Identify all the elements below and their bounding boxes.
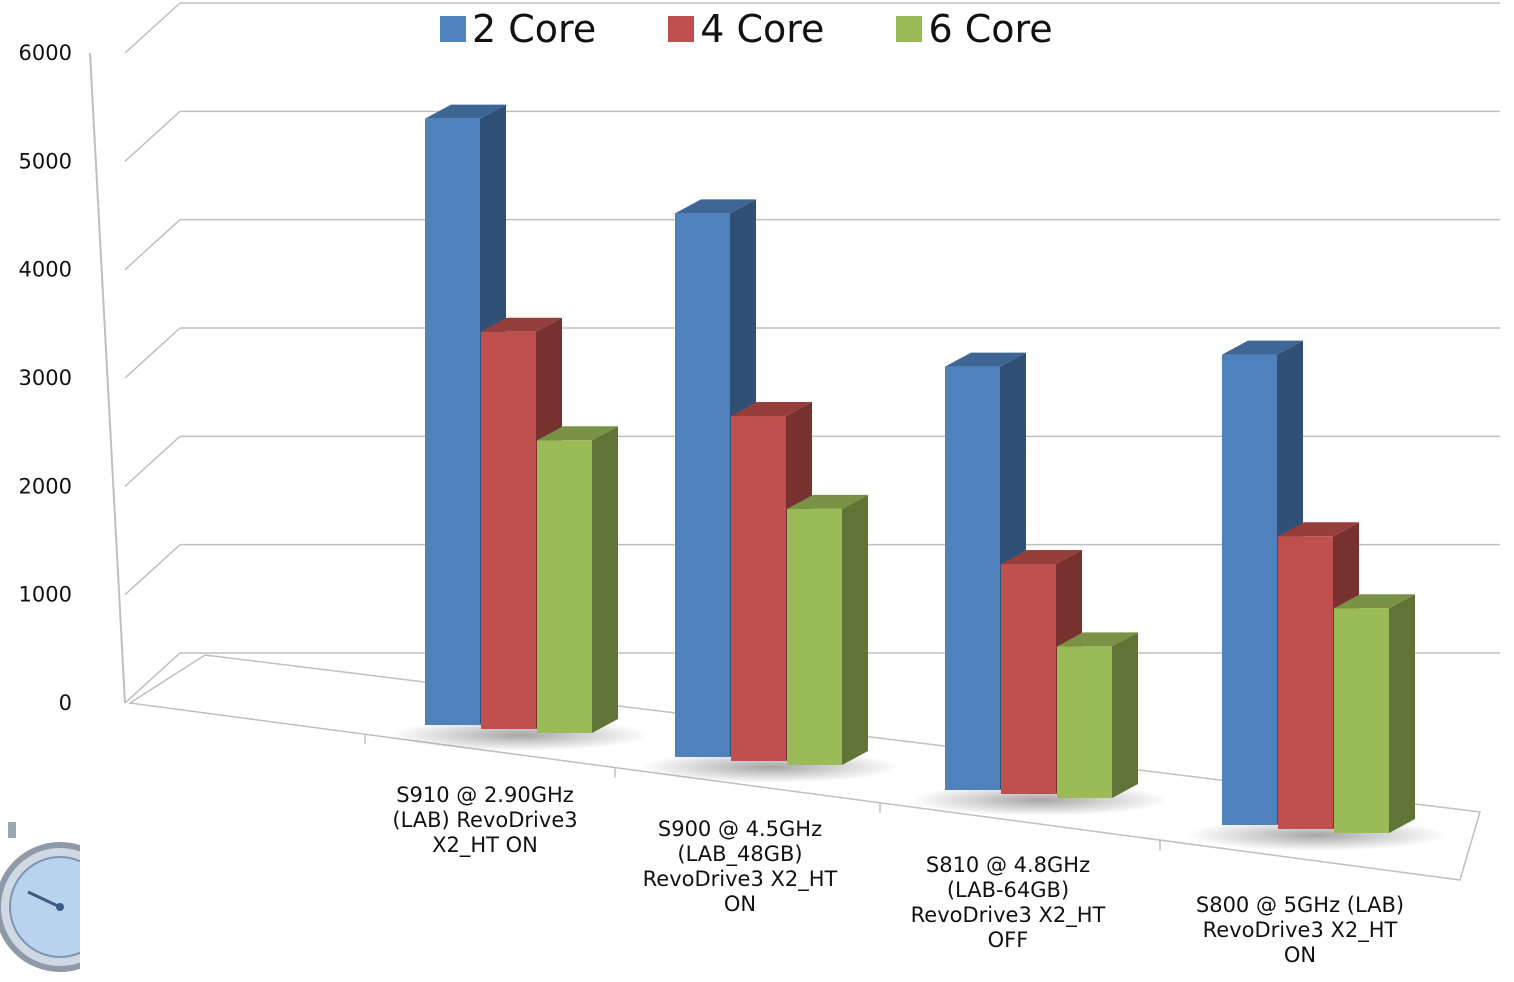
legend: 2 Core 4 Core 6 Core — [440, 4, 1053, 54]
legend-swatch — [668, 16, 695, 42]
bar-4-core — [1001, 550, 1082, 794]
bar-6-core — [1057, 632, 1138, 798]
bar-2-core — [675, 199, 756, 758]
bar-front — [1057, 646, 1112, 798]
bar-front — [675, 213, 730, 758]
bar-top — [675, 199, 756, 214]
gridline-side — [124, 219, 181, 271]
legend-item: 2 Core — [440, 7, 596, 51]
gridline-side — [124, 544, 181, 596]
bar-top — [1334, 594, 1415, 609]
gridline-side — [124, 652, 181, 704]
bar-top — [537, 426, 618, 441]
legend-swatch — [440, 16, 466, 42]
bar-front — [1334, 608, 1389, 833]
y-tick-labels: 0 1000 2000 3000 4000 5000 6000 — [19, 41, 72, 715]
legend-item: 6 Core — [896, 7, 1053, 51]
bar-top — [425, 104, 506, 119]
stopwatch-icon — [0, 822, 80, 972]
bar-front — [1222, 354, 1277, 825]
bar-front — [1001, 564, 1056, 794]
x-tick-label: S810 @ 4.8GHz (LAB-64GB) RevoDrive3 X2_HT O… — [910, 853, 1106, 952]
gridlines — [124, 2, 1500, 704]
bar-side — [1112, 632, 1138, 798]
bar-6-core — [537, 426, 618, 733]
y-tick-label: 2000 — [19, 474, 72, 498]
y-tick-label: 4000 — [19, 258, 72, 282]
legend-label: 6 Core — [928, 7, 1053, 51]
bar-top — [731, 402, 812, 417]
bar-side — [1389, 594, 1415, 833]
y-tick-label: 6000 — [19, 41, 72, 65]
bar-top — [1001, 550, 1082, 565]
bar-side — [592, 426, 618, 733]
bar-front — [425, 118, 480, 726]
bar-top — [1057, 632, 1138, 647]
bar-front — [481, 331, 536, 729]
legend-label: 4 Core — [700, 7, 825, 51]
legend-item: 4 Core — [668, 7, 824, 51]
y-tick-label: 3000 — [19, 366, 72, 390]
y-tick-label: 1000 — [19, 583, 72, 607]
gridline-side — [124, 2, 181, 54]
bar-side — [842, 494, 868, 765]
x-tick-label: S800 @ 5GHz (LAB) RevoDrive3 X2_HT ON — [1195, 893, 1405, 967]
y-tick-label: 0 — [59, 691, 72, 715]
gridline-side — [124, 110, 181, 162]
axes — [89, 52, 1481, 881]
bar-front — [537, 440, 592, 733]
legend-swatch — [896, 16, 923, 42]
bar-top — [481, 317, 562, 332]
gridline-side — [124, 435, 181, 487]
y-axis-line — [89, 52, 126, 704]
gridline-side — [124, 327, 181, 379]
bar-top — [787, 494, 868, 509]
bar-front — [1278, 536, 1333, 829]
bar-4-core — [731, 402, 812, 761]
bar-front — [945, 366, 1000, 790]
y-tick-label: 5000 — [19, 149, 72, 173]
x-tick-label: S900 @ 4.5GHz (LAB_48GB) RevoDrive3 X2_HT O… — [642, 817, 838, 916]
bar-front — [787, 508, 842, 765]
bars — [390, 104, 1447, 851]
bar-top — [1222, 340, 1303, 355]
floor-plane — [127, 654, 1481, 881]
bar-top — [945, 352, 1026, 367]
bar-front — [731, 416, 786, 761]
x-tick-label: S910 @ 2.90GHz (LAB) RevoDrive3 X2_HT ON — [392, 783, 578, 857]
bar-6-core — [787, 494, 868, 765]
bar-top — [1278, 522, 1359, 537]
legend-label: 2 Core — [472, 7, 597, 51]
bar-6-core — [1334, 594, 1415, 833]
